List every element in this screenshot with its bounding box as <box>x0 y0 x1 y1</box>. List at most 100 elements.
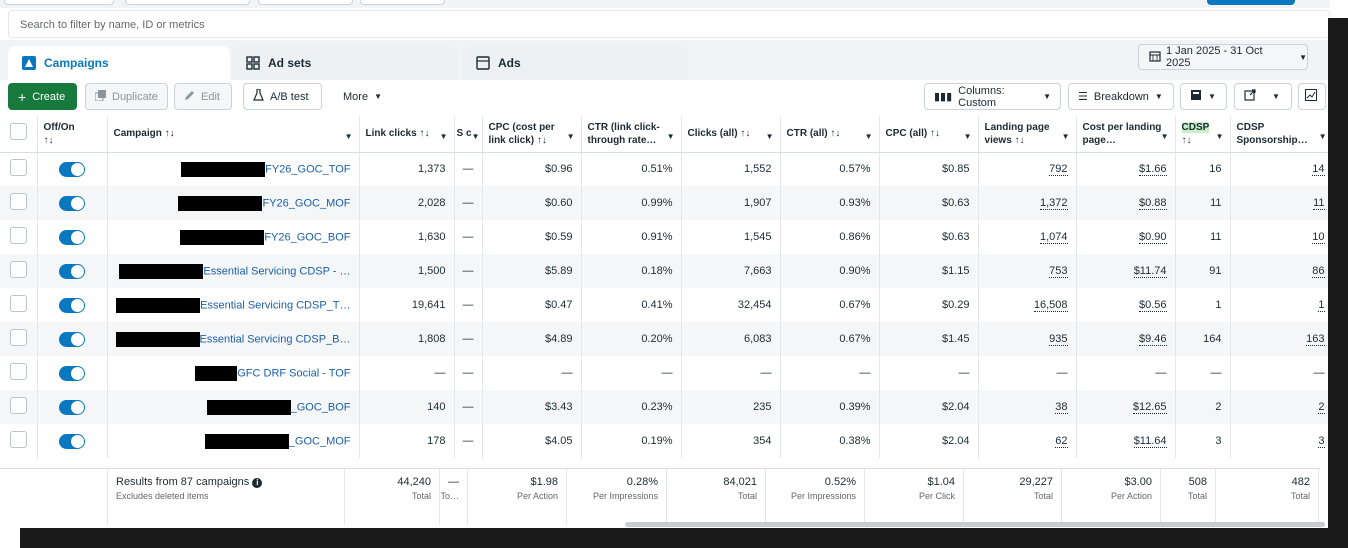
cell-cost-per-lpv: $0.56 <box>1076 288 1176 322</box>
tab-ad-sets[interactable]: Ad sets <box>232 46 458 80</box>
reports-button[interactable]: ▼ <box>1180 83 1227 110</box>
status-toggle[interactable] <box>37 288 108 322</box>
export-button[interactable]: ▼ <box>1234 83 1292 110</box>
col-header-cdsp-sponsorship[interactable]: CDSP Sponsorship… ▼ <box>1230 116 1334 153</box>
table-row[interactable]: _GOC_MOF 178 — $4.05 0.19% 354 0.38% $2.04 62 $11… <box>0 424 1334 458</box>
col-header-cost-per-lpv[interactable]: Cost per landing page… ▼ <box>1076 116 1176 153</box>
col-header-cpc-link[interactable]: CPC (cost per link click) ↑↓ ▼ <box>482 116 582 153</box>
table-row[interactable]: FY26_GOC_TOF 1,373 — $0.96 0.51% 1,552 0.57% $0… <box>0 152 1334 186</box>
cutoff-button[interactable] <box>258 0 353 5</box>
status-toggle[interactable] <box>37 322 108 356</box>
col-label: Campaign <box>113 128 162 140</box>
cell-cpc-all: $0.63 <box>879 220 979 254</box>
total-sub: Per Impressions <box>790 491 856 501</box>
col-header-campaign[interactable]: Campaign ↑↓ ▼ <box>107 116 360 153</box>
table-row[interactable]: _GOC_BOF 140 — $3.43 0.23% 235 0.39% $2.04 38 $12… <box>0 390 1334 424</box>
col-header-ctr-link[interactable]: CTR (link click-through rate… ▼ <box>581 116 682 153</box>
cell-ctr-link: 0.19% <box>581 424 682 458</box>
value-text: 0.86% <box>839 231 871 243</box>
columns-button[interactable]: ▮▮▮ Columns: Custom ▼ <box>924 83 1061 110</box>
col-header-clicks-all[interactable]: Clicks (all) ↑↓ ▼ <box>681 116 781 153</box>
chevron-down-icon: ▼ <box>864 132 873 141</box>
horizontal-scrollbar[interactable] <box>625 522 1325 527</box>
col-header-s[interactable]: S c ▼ <box>454 116 483 153</box>
date-range-picker[interactable]: 1 Jan 2025 - 31 Oct 2025 ▼ <box>1138 44 1308 70</box>
table-row[interactable]: GFC DRF Social - TOF — — — — — — — — — — — <box>0 356 1334 390</box>
campaign-name-cell[interactable]: Essential Servicing CDSP_B… <box>107 322 360 356</box>
status-toggle[interactable] <box>37 186 108 220</box>
table-row[interactable]: Essential Servicing CDSP_B… 1,808 — $4.89 0.… <box>0 322 1334 356</box>
row-checkbox[interactable] <box>0 424 38 458</box>
status-toggle[interactable] <box>37 220 108 254</box>
duplicate-button[interactable]: Duplicate <box>85 83 168 110</box>
cutoff-button[interactable] <box>125 0 250 5</box>
search-input[interactable]: Search to filter by name, ID or metrics <box>8 10 1330 38</box>
table-row[interactable]: Essential Servicing CDSP_T… 19,641 — $0.47 0… <box>0 288 1334 322</box>
cell-cpc-link: $0.60 <box>482 186 582 220</box>
campaign-name-cell[interactable]: Essential Servicing CDSP_T… <box>107 288 360 322</box>
cell-cdsp: 164 <box>1175 322 1231 356</box>
status-toggle[interactable] <box>37 356 108 390</box>
tab-ads[interactable]: Ads <box>462 46 688 80</box>
chevron-down-icon: ▼ <box>374 92 382 101</box>
campaign-name-link[interactable]: _GOC_MOF <box>288 435 351 447</box>
cell-cpc-link: $4.05 <box>482 424 582 458</box>
campaign-name-cell[interactable]: FY26_GOC_BOF <box>107 220 360 254</box>
campaign-name-link[interactable]: FY26_GOC_TOF <box>265 163 351 176</box>
info-icon[interactable]: i <box>252 478 263 488</box>
status-toggle[interactable] <box>37 254 108 288</box>
value-text: 0.19% <box>641 435 673 447</box>
campaign-name-link[interactable]: _GOC_BOF <box>290 401 351 413</box>
campaign-name-cell[interactable]: FY26_GOC_TOF <box>107 152 360 186</box>
cell-cpc-all: $0.29 <box>879 288 979 322</box>
cutoff-button[interactable] <box>4 0 114 5</box>
row-checkbox[interactable] <box>0 254 38 288</box>
cutoff-button[interactable] <box>360 0 445 5</box>
row-checkbox[interactable] <box>0 356 38 390</box>
row-checkbox[interactable] <box>0 220 38 254</box>
row-checkbox[interactable] <box>0 322 38 356</box>
campaign-name-link[interactable]: Essential Servicing CDSP - … <box>203 265 351 277</box>
col-header-cpc-all[interactable]: CPC (all) ↑↓ ▼ <box>879 116 979 153</box>
campaign-name-link[interactable]: FY26_GOC_MOF <box>262 197 351 209</box>
breakdown-button[interactable]: ☰ Breakdown ▼ <box>1068 83 1174 110</box>
campaign-name-cell[interactable]: Essential Servicing CDSP - … <box>107 254 360 288</box>
table-row[interactable]: Essential Servicing CDSP - … 1,500 — $5.89 0… <box>0 254 1334 288</box>
create-button[interactable]: + Create <box>8 83 77 110</box>
col-header-link-clicks[interactable]: Link clicks ↑↓ ▼ <box>359 116 455 153</box>
value-text: 11 <box>1210 231 1222 243</box>
chart-button[interactable] <box>1298 83 1326 110</box>
tab-campaigns[interactable]: Campaigns <box>8 46 230 80</box>
col-header-off-on[interactable]: Off/On ↑↓ <box>37 116 108 153</box>
row-checkbox[interactable] <box>0 186 38 220</box>
value-text: — <box>462 299 474 311</box>
campaign-name-cell[interactable]: FY26_GOC_MOF <box>107 186 360 220</box>
campaign-name-link[interactable]: Essential Servicing CDSP_T… <box>200 299 351 311</box>
row-checkbox[interactable] <box>0 288 38 322</box>
campaign-name-cell[interactable]: GFC DRF Social - TOF <box>107 356 360 390</box>
row-checkbox[interactable] <box>0 152 38 186</box>
campaign-name-cell[interactable]: _GOC_BOF <box>107 390 360 424</box>
ab-test-button[interactable]: A/B test <box>243 83 322 110</box>
campaign-name-link[interactable]: FY26_GOC_BOF <box>264 231 351 243</box>
select-all-checkbox[interactable] <box>0 116 38 153</box>
cutoff-primary-button[interactable] <box>1207 0 1295 5</box>
status-toggle[interactable] <box>37 424 108 458</box>
row-checkbox[interactable] <box>0 390 38 424</box>
table-row[interactable]: FY26_GOC_MOF 2,028 — $0.60 0.99% 1,907 0.93% $0… <box>0 186 1334 220</box>
campaign-name-cell[interactable]: _GOC_MOF <box>107 424 360 458</box>
status-toggle[interactable] <box>37 390 108 424</box>
campaign-name-link[interactable]: Essential Servicing CDSP_B… <box>199 333 351 345</box>
value-text: 16 <box>1209 163 1222 176</box>
chevron-down-icon: ▼ <box>1061 132 1070 141</box>
duplicate-label: Duplicate <box>112 90 158 103</box>
edit-button[interactable]: Edit <box>174 83 232 110</box>
campaign-name-link[interactable]: GFC DRF Social - TOF <box>237 367 351 379</box>
col-header-ctr-all[interactable]: CTR (all) ↑↓ ▼ <box>780 116 880 153</box>
value-text: — <box>958 367 970 379</box>
more-button[interactable]: More ▼ <box>333 83 391 110</box>
table-row[interactable]: FY26_GOC_BOF 1,630 — $0.59 0.91% 1,545 0.86% $0… <box>0 220 1334 254</box>
status-toggle[interactable] <box>37 152 108 186</box>
col-header-landing-page-views[interactable]: Landing page views ↑↓ ▼ <box>978 116 1077 153</box>
col-header-cdsp[interactable]: CDSP ↑↓ ▼ <box>1175 116 1231 153</box>
